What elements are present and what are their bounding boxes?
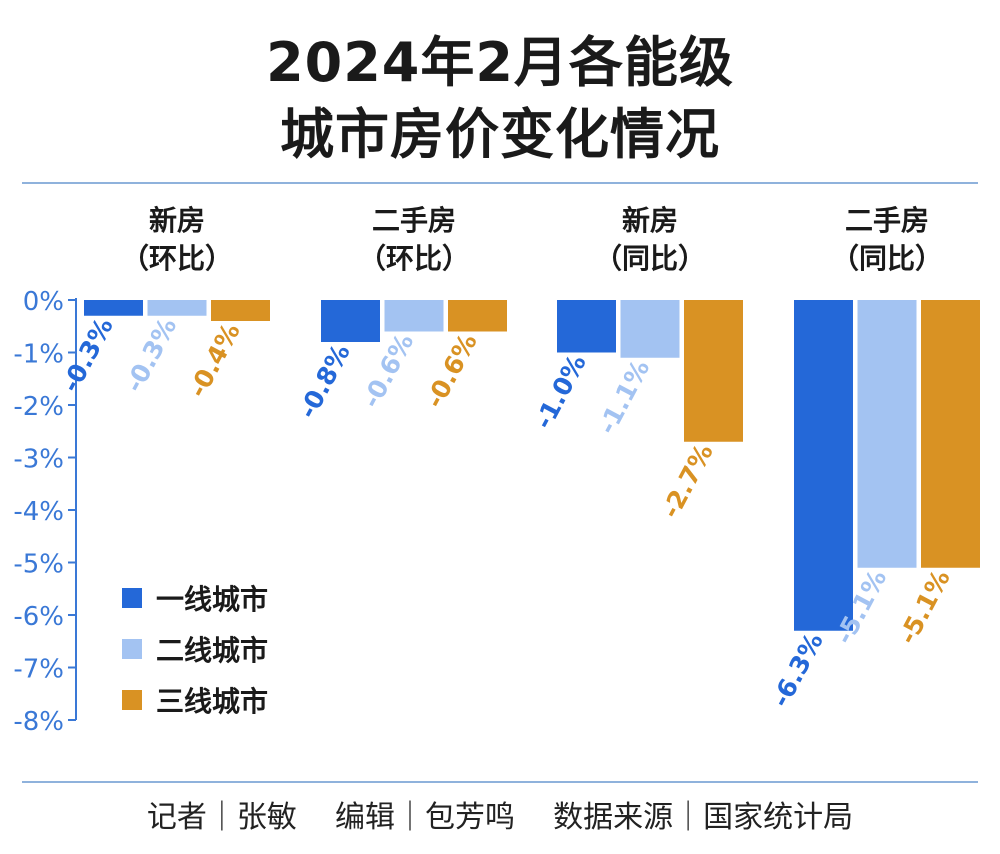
y-tick-label: -4% [13, 497, 64, 527]
y-tick-label: -5% [13, 550, 64, 580]
bar [448, 300, 507, 332]
top-divider [22, 182, 978, 184]
data-label: -0.4% [183, 318, 246, 402]
data-label: -2.7% [656, 439, 719, 523]
bar [211, 300, 270, 321]
y-tick-label: -6% [13, 602, 64, 632]
legend-label: 一线城市 [156, 583, 268, 616]
y-tick-label: -8% [13, 707, 64, 737]
chart-title-line-1: 2024年2月各能级 [266, 31, 734, 94]
data-label: -1.1% [592, 355, 655, 439]
bottom-divider [22, 781, 978, 783]
legend-label: 三线城市 [156, 685, 268, 718]
credits-line: 记者｜张敏 编辑｜包芳鸣 数据来源｜国家统计局 [146, 800, 854, 835]
chart-title-line-2: 城市房价变化情况 [280, 103, 720, 166]
data-label: -1.0% [529, 350, 592, 434]
group-header-line-1: 新房 [149, 204, 205, 237]
legend-swatch [122, 588, 142, 608]
y-tick-label: -3% [13, 445, 64, 475]
data-label: -0.6% [420, 329, 483, 413]
bar [147, 300, 207, 316]
bar [84, 300, 143, 316]
bar [794, 300, 853, 631]
bar [620, 300, 680, 358]
legend-swatch [122, 639, 142, 659]
data-label: -0.3% [119, 313, 182, 397]
legend-label: 二线城市 [156, 634, 268, 667]
group-header-line-1: 二手房 [372, 204, 456, 237]
y-tick-label: -2% [13, 392, 64, 422]
group-header-line-2: （同比） [594, 242, 706, 275]
group-header-line-1: 二手房 [845, 204, 929, 237]
group-header-line-1: 新房 [622, 204, 678, 237]
bar [857, 300, 917, 568]
bar [921, 300, 980, 568]
data-label: -0.3% [56, 313, 119, 397]
bar [684, 300, 743, 442]
data-label: -5.1% [893, 565, 956, 649]
y-tick-label: 0% [23, 287, 64, 317]
y-tick-label: -7% [13, 655, 64, 685]
data-label: -0.8% [293, 339, 356, 423]
group-header-line-2: （同比） [831, 242, 943, 275]
legend-swatch [122, 690, 142, 710]
data-label: -6.3% [766, 628, 829, 712]
bar [557, 300, 616, 353]
bar [321, 300, 380, 342]
y-tick-label: -1% [13, 340, 64, 370]
group-header-line-2: （环比） [358, 242, 470, 275]
group-header-line-2: （环比） [121, 242, 233, 275]
bar [384, 300, 444, 332]
